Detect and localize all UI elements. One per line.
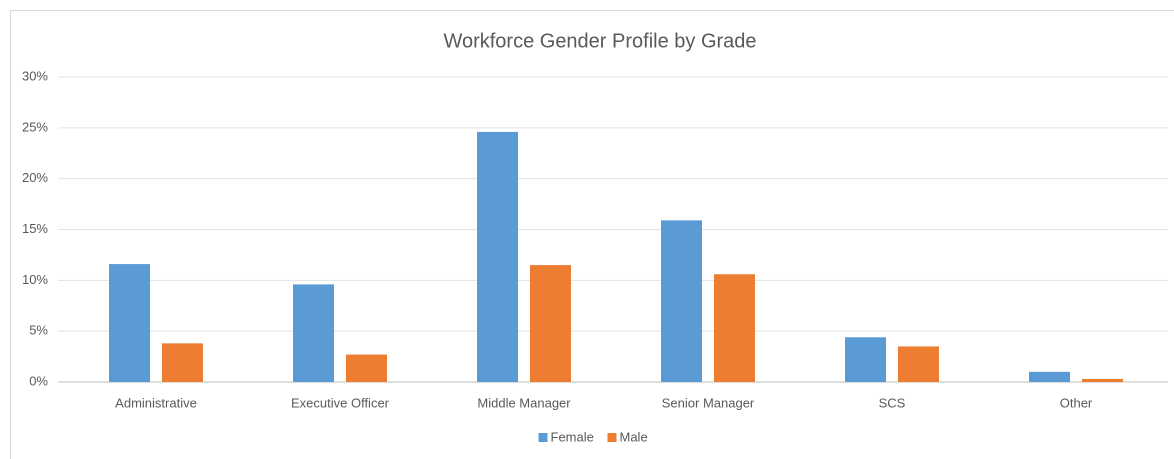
x-tick-label: Administrative — [115, 395, 197, 410]
x-tick-label: Executive Officer — [291, 395, 390, 410]
bar — [898, 346, 939, 382]
y-tick-label: 0% — [29, 373, 48, 388]
bar — [1029, 371, 1070, 382]
y-tick-label: 25% — [22, 119, 48, 134]
legend-swatch — [538, 433, 548, 442]
legend-label: Male — [620, 429, 648, 444]
x-tick-label: Middle Manager — [477, 395, 571, 410]
bar — [845, 337, 886, 382]
x-tick-label: Other — [1060, 395, 1093, 410]
bar — [714, 274, 755, 382]
y-tick-label: 20% — [22, 170, 48, 185]
bar — [1082, 378, 1123, 382]
legend-label: Female — [551, 429, 594, 444]
bar — [162, 343, 203, 382]
x-tick-label: Senior Manager — [662, 395, 755, 410]
y-tick-label: 15% — [22, 221, 48, 236]
y-tick-label: 10% — [22, 272, 48, 287]
bar — [346, 354, 387, 382]
y-tick-label: 5% — [29, 323, 48, 338]
bar — [477, 131, 518, 382]
chart-title: Workforce Gender Profile by Grade — [443, 30, 756, 52]
legend-swatch — [607, 433, 617, 442]
x-tick-label: SCS — [879, 395, 906, 410]
bar — [109, 264, 150, 382]
chart-border — [10, 10, 1174, 459]
bar — [293, 284, 334, 382]
y-tick-label: 30% — [22, 68, 48, 83]
bar — [530, 265, 571, 382]
bar — [661, 220, 702, 382]
